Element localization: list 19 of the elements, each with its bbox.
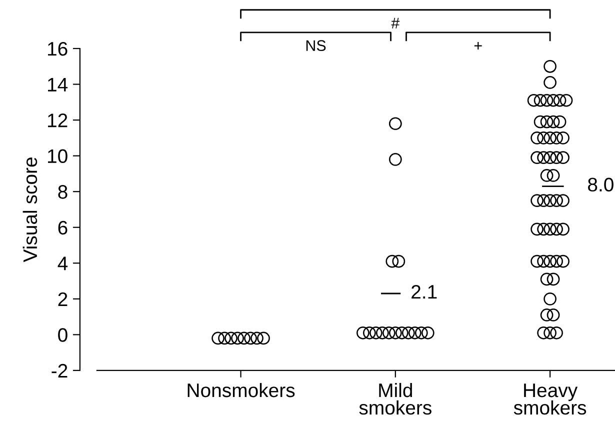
x-tick-label: Heavy smokers (514, 384, 586, 415)
x-tick-label: Nonsmokers (188, 382, 295, 398)
annotation: NS (306, 40, 326, 51)
y-tick-label: 4 (58, 256, 68, 270)
y-tick-label: 6 (58, 220, 68, 235)
y-tick-label: 0 (58, 328, 68, 342)
annotation: 8.0 (588, 178, 614, 192)
x-tick-label: Mild smokers (359, 382, 432, 415)
y-tick-label: 16 (48, 42, 68, 56)
y-tick-label: 8 (58, 185, 68, 199)
y-tick-label: 10 (48, 149, 68, 164)
annotation: + (474, 42, 482, 50)
y-tick-label: 14 (48, 78, 68, 92)
y-tick-label: 2 (58, 292, 68, 306)
y-axis-title: Visual score (22, 158, 38, 262)
text: # (391, 18, 400, 28)
y-tick-label: -2 (52, 364, 68, 378)
annotation: 2.1 (412, 284, 437, 299)
y-tick-label: 12 (48, 114, 68, 128)
